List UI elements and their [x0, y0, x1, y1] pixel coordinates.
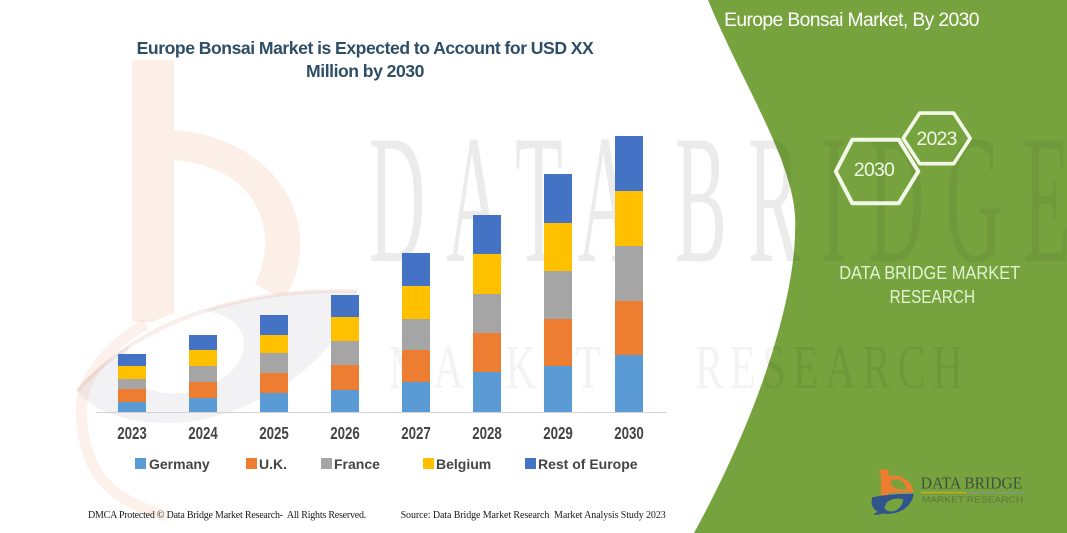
- svg-text:DATA BRIDGE: DATA BRIDGE: [921, 474, 1023, 493]
- svg-text:DATA BRIDGE MARKET: DATA BRIDGE MARKET: [839, 262, 1020, 283]
- svg-text:RESEARCH: RESEARCH: [890, 286, 976, 307]
- svg-text:MARKET RESEARCH: MARKET RESEARCH: [922, 496, 1024, 505]
